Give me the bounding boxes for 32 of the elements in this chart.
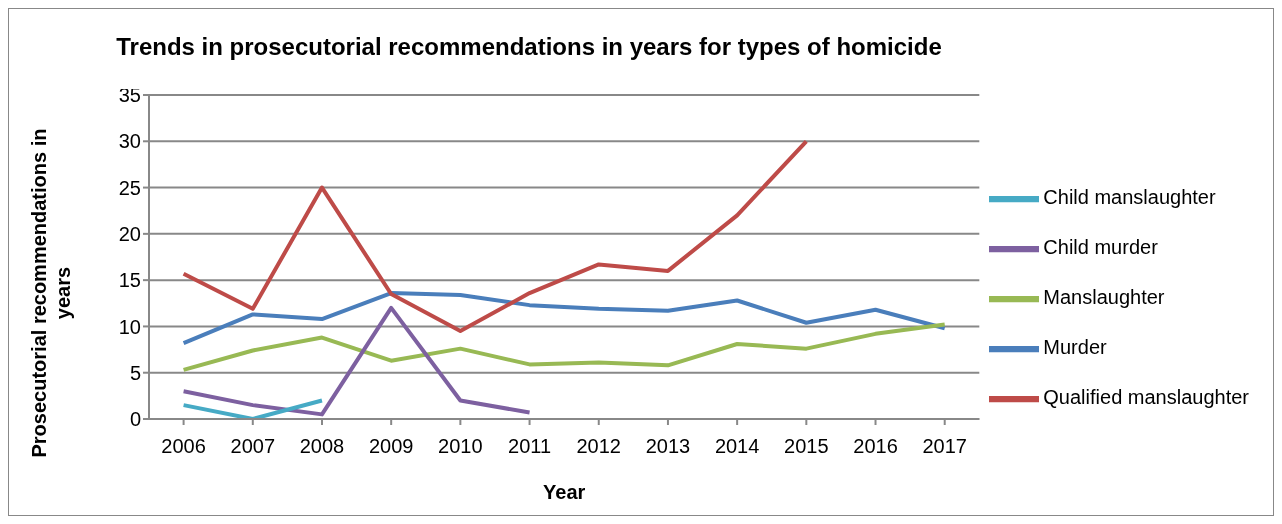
x-axis-title: Year	[543, 481, 586, 503]
y-tick-label: 0	[129, 408, 141, 431]
line-series	[181, 322, 947, 372]
y-tick-label: 35	[118, 84, 141, 107]
legend-label: Child murder	[1043, 236, 1158, 259]
y-tick-label: 5	[129, 361, 141, 384]
x-tick-label: 2010	[438, 435, 483, 458]
x-tick-label: 2013	[645, 435, 691, 458]
x-tick-label: 2008	[299, 435, 345, 458]
y-tick-label: 30	[118, 130, 141, 153]
chart-title: Trends in prosecutorial recommendations in years for types of homicide	[115, 33, 943, 61]
y-tick-label: 25	[118, 176, 141, 199]
x-tick-label: 2009	[368, 435, 414, 458]
legend-label: Child manslaughter	[1043, 186, 1216, 209]
legend-label: Manslaughter	[1043, 286, 1165, 309]
x-tick-label: 2007	[230, 435, 276, 458]
x-tick-label: 2011	[508, 435, 552, 458]
y-tick-label: 20	[118, 222, 141, 245]
legend-label: Murder	[1043, 336, 1107, 359]
line-series	[181, 291, 947, 346]
x-tick-label: 2012	[576, 435, 621, 458]
x-tick-label: 2015	[784, 435, 829, 458]
y-tick-label: 15	[118, 269, 141, 292]
x-tick-label: 2017	[922, 435, 967, 458]
x-tick-label: 2006	[161, 435, 206, 458]
y-tick-label: 10	[118, 315, 141, 338]
legend-label: Qualified manslaughter	[1043, 386, 1249, 409]
line-series	[181, 139, 809, 334]
x-tick-label: 2014	[714, 435, 760, 458]
y-axis-title: Prosecutorial recommendations in years	[27, 127, 75, 460]
x-tick-label: 2016	[853, 435, 898, 458]
line-series	[181, 305, 532, 417]
